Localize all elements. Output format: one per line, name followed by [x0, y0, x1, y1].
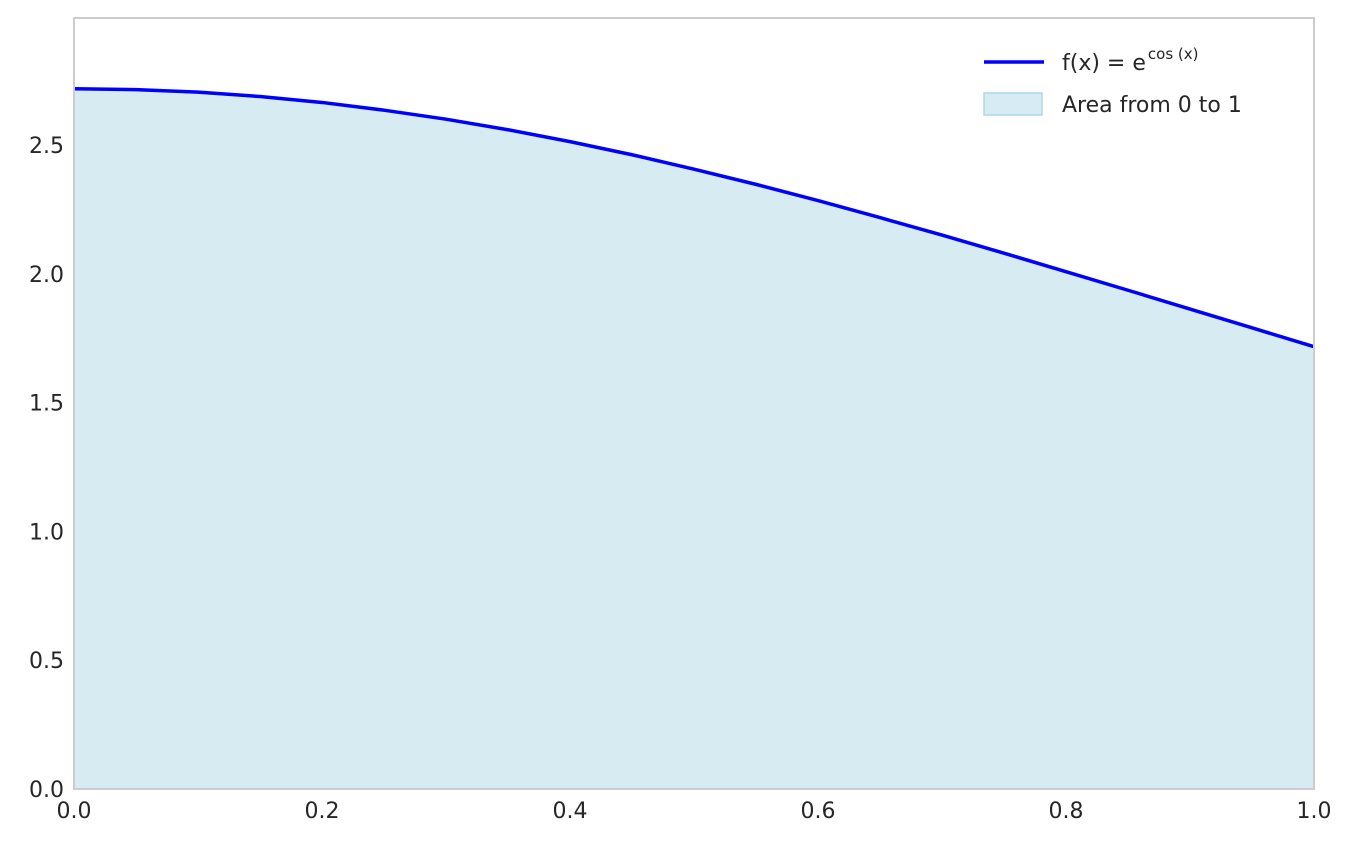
- legend-label-area: Area from 0 to 1: [1062, 93, 1242, 118]
- legend: f(x) = e cos (x) Area from 0 to 1: [983, 45, 1242, 118]
- series-line: [73, 87, 1315, 349]
- legend-label-function-superscript: cos (x): [1148, 45, 1199, 63]
- x-tick-label: 0.8: [1049, 799, 1084, 824]
- x-axis-ticks: 0.0 0.2 0.4 0.6 0.8 1.0: [57, 799, 1332, 824]
- legend-area-swatch: [983, 92, 1043, 116]
- y-tick-label: 2.0: [29, 263, 64, 288]
- plot-frame: [73, 17, 1315, 790]
- legend-label-function-main: f(x) = e: [1062, 51, 1146, 76]
- area-fill: [74, 88, 1314, 790]
- x-tick-label: 0.6: [801, 799, 836, 824]
- x-tick-label: 1.0: [1297, 799, 1332, 824]
- y-tick-label: 2.5: [29, 134, 64, 159]
- y-tick-label: 1.5: [29, 392, 64, 417]
- x-tick-label: 0.2: [305, 799, 340, 824]
- legend-label-function: f(x) = e cos (x): [1062, 45, 1198, 76]
- y-axis-ticks: 0.0 0.5 1.0 1.5 2.0 2.5: [29, 134, 64, 803]
- y-tick-label: 0.5: [29, 649, 64, 674]
- y-tick-label: 0.0: [29, 778, 64, 803]
- x-tick-label: 0.0: [57, 799, 92, 824]
- y-tick-label: 1.0: [29, 520, 64, 545]
- x-tick-label: 0.4: [553, 799, 588, 824]
